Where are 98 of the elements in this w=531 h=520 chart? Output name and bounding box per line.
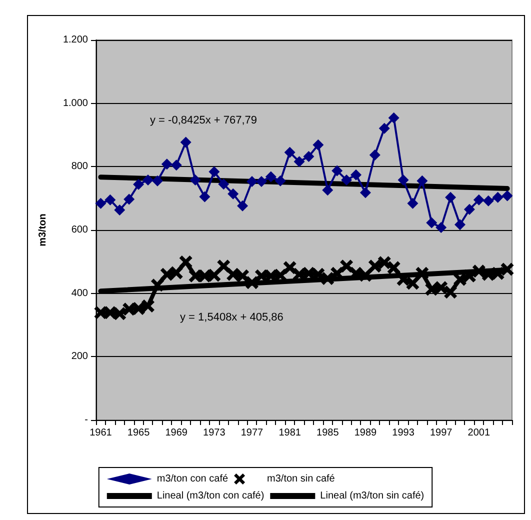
point [387, 261, 400, 274]
point [124, 194, 135, 205]
annotation: y = -0,8425x + 767,79 [150, 114, 258, 126]
point [358, 268, 372, 282]
point [237, 200, 248, 212]
x-tick-label: 1993 [392, 428, 415, 438]
point [150, 278, 164, 292]
point [368, 260, 382, 273]
x-tick-label: 2001 [468, 428, 490, 438]
point [426, 217, 438, 228]
point [226, 268, 240, 281]
point [360, 187, 371, 198]
point [398, 174, 409, 186]
legend-label: Lineal (m3/ton sin café) [320, 490, 424, 502]
y-tick-label: 1.000 [62, 98, 88, 109]
point [416, 175, 428, 186]
point [161, 158, 172, 170]
point [218, 178, 230, 190]
point [406, 276, 420, 290]
x-tick-label: 1973 [203, 428, 226, 438]
point [425, 282, 438, 296]
point [208, 166, 220, 178]
point [180, 136, 192, 148]
point [434, 281, 448, 294]
point [350, 169, 362, 180]
y-axis-title: m3/ton [38, 214, 48, 246]
annotation: y = 1,5408x + 405,86 [180, 312, 284, 324]
point [246, 176, 258, 188]
legend-label: m3/ton sin café [267, 474, 336, 484]
x-tick-label: 1965 [127, 428, 150, 438]
point [179, 255, 192, 268]
point [217, 260, 230, 273]
x-tick-label: 1977 [240, 428, 264, 438]
point [256, 176, 267, 188]
y-tick-label: 800 [71, 161, 88, 172]
y-tick-label: 1.200 [62, 34, 88, 46]
y-tick-label: - [84, 414, 88, 426]
point [464, 204, 475, 215]
point [416, 266, 429, 280]
point [482, 195, 494, 206]
point [246, 276, 258, 290]
point [170, 160, 182, 171]
point [454, 219, 466, 230]
point [170, 266, 183, 280]
point [378, 122, 390, 134]
point [95, 198, 106, 209]
point [190, 174, 201, 186]
point [133, 178, 144, 190]
x-tick-label: 1997 [430, 428, 453, 438]
y-tick-label: 200 [71, 351, 88, 362]
point [388, 112, 400, 124]
point [436, 222, 447, 233]
point [113, 307, 126, 320]
point [274, 175, 286, 186]
point [473, 194, 484, 206]
legend-label: Lineal (m3/ton con café) [156, 490, 264, 502]
point [492, 192, 504, 203]
y-tick-label: 600 [71, 224, 88, 236]
point [208, 268, 221, 282]
point [341, 174, 352, 186]
point [104, 194, 116, 206]
point [502, 190, 513, 202]
point [369, 149, 380, 160]
point [340, 260, 354, 273]
x-tick-label: 1961 [90, 428, 112, 438]
point [283, 261, 296, 274]
y-tick-label: 400 [71, 288, 88, 299]
point [132, 302, 146, 316]
point [472, 264, 486, 278]
point [236, 269, 250, 282]
point [303, 151, 314, 162]
point [454, 272, 466, 286]
point [152, 175, 163, 186]
point [321, 272, 334, 285]
point [445, 192, 456, 203]
x-tick-label: 1969 [165, 428, 188, 438]
x-tick-label: 1989 [354, 428, 378, 438]
point [444, 286, 458, 299]
point [265, 171, 276, 182]
point [114, 204, 126, 216]
point [284, 146, 296, 158]
point [142, 174, 154, 186]
point [500, 262, 514, 276]
point [462, 269, 476, 282]
point [407, 198, 418, 209]
point [294, 156, 305, 168]
point [378, 256, 391, 270]
point [160, 268, 174, 281]
point [312, 139, 324, 150]
point [491, 266, 504, 280]
legend-label: m3/ton con café [156, 474, 228, 484]
point [322, 184, 334, 196]
point [199, 191, 210, 202]
point [228, 188, 239, 200]
x-tick-label: 1985 [316, 428, 340, 438]
point [142, 300, 154, 312]
point [332, 165, 343, 176]
x-tick-label: 1981 [278, 428, 302, 438]
